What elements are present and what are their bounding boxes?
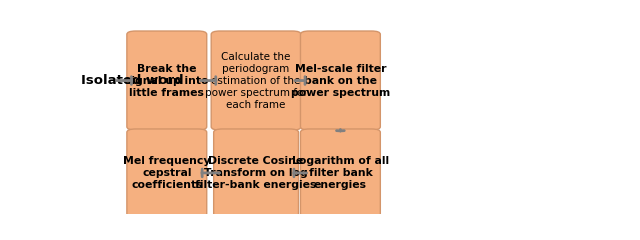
- Text: Logarithm of all
filter bank
energies: Logarithm of all filter bank energies: [292, 156, 389, 190]
- Text: Discrete Cosine
Transform on log
filter-bank energies: Discrete Cosine Transform on log filter-…: [195, 156, 317, 190]
- Text: Calculate the
periodogram
estimation of the
power spectrum for
each frame: Calculate the periodogram estimation of …: [205, 52, 307, 109]
- Text: Break the
signal up into
little frames: Break the signal up into little frames: [125, 64, 209, 97]
- FancyBboxPatch shape: [127, 129, 207, 217]
- Text: Isolated word: Isolated word: [81, 74, 184, 87]
- FancyBboxPatch shape: [211, 31, 301, 130]
- FancyBboxPatch shape: [127, 31, 207, 130]
- FancyBboxPatch shape: [300, 31, 380, 130]
- Text: Mel-scale filter
bank on the
power spectrum: Mel-scale filter bank on the power spect…: [291, 64, 390, 97]
- FancyBboxPatch shape: [300, 129, 380, 217]
- Text: Mel frequency
cepstral
coefficients: Mel frequency cepstral coefficients: [123, 156, 211, 190]
- FancyBboxPatch shape: [214, 129, 298, 217]
